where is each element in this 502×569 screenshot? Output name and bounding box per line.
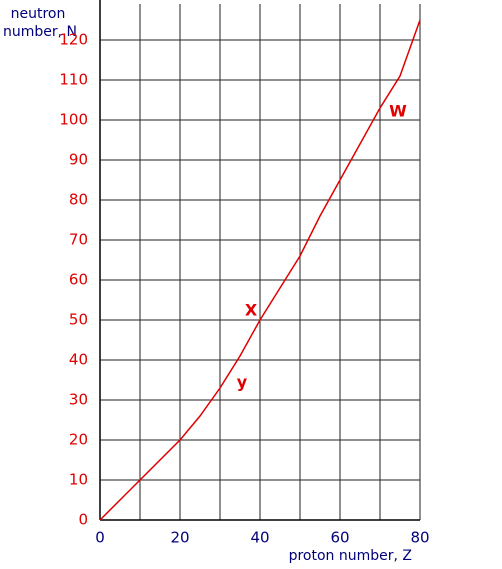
y-tick-label: 100 <box>59 111 88 129</box>
x-tick-label: 60 <box>330 529 349 547</box>
x-tick-label: 40 <box>250 529 269 547</box>
annotation: y <box>237 373 248 392</box>
y-tick-label: 120 <box>59 31 88 49</box>
x-axis-label: proton number, Z <box>289 548 412 564</box>
y-tick-label: 70 <box>69 231 88 249</box>
y-tick-label: 80 <box>69 191 88 209</box>
y-axis-label: neutron <box>11 6 66 22</box>
x-tick-label: 80 <box>410 529 429 547</box>
x-tick-label: 0 <box>95 529 105 547</box>
y-tick-label: 110 <box>59 71 88 89</box>
data-line <box>99 19 421 521</box>
y-tick-label: 30 <box>69 391 88 409</box>
annotation: X <box>245 301 258 320</box>
y-tick-label: 40 <box>69 351 88 369</box>
annotation: W <box>389 102 407 121</box>
y-tick-label: 20 <box>69 431 88 449</box>
y-tick-label: 60 <box>69 271 88 289</box>
y-tick-label: 50 <box>69 311 88 329</box>
y-tick-label: 0 <box>78 511 88 529</box>
y-axis-label: number, N <box>3 24 77 40</box>
y-tick-label: 90 <box>69 151 88 169</box>
y-tick-label: 10 <box>69 471 88 489</box>
x-tick-label: 20 <box>170 529 189 547</box>
